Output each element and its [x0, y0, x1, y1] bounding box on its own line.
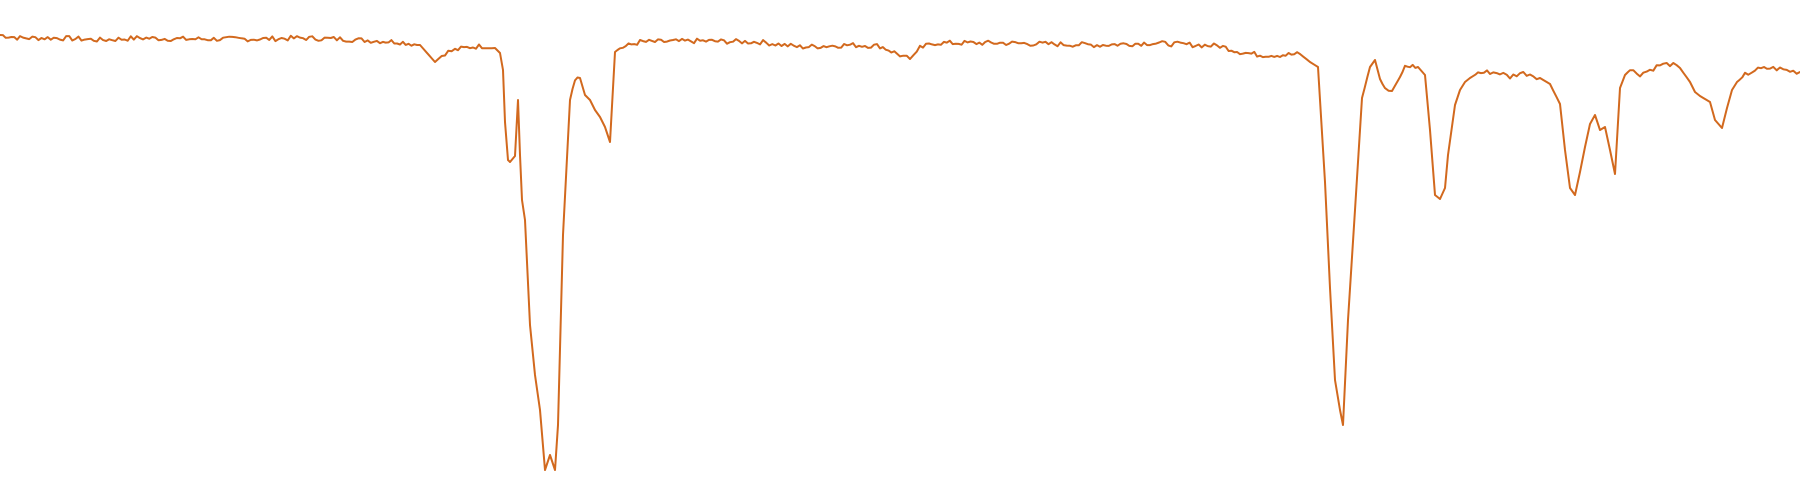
- series-line-0: [0, 34, 1800, 471]
